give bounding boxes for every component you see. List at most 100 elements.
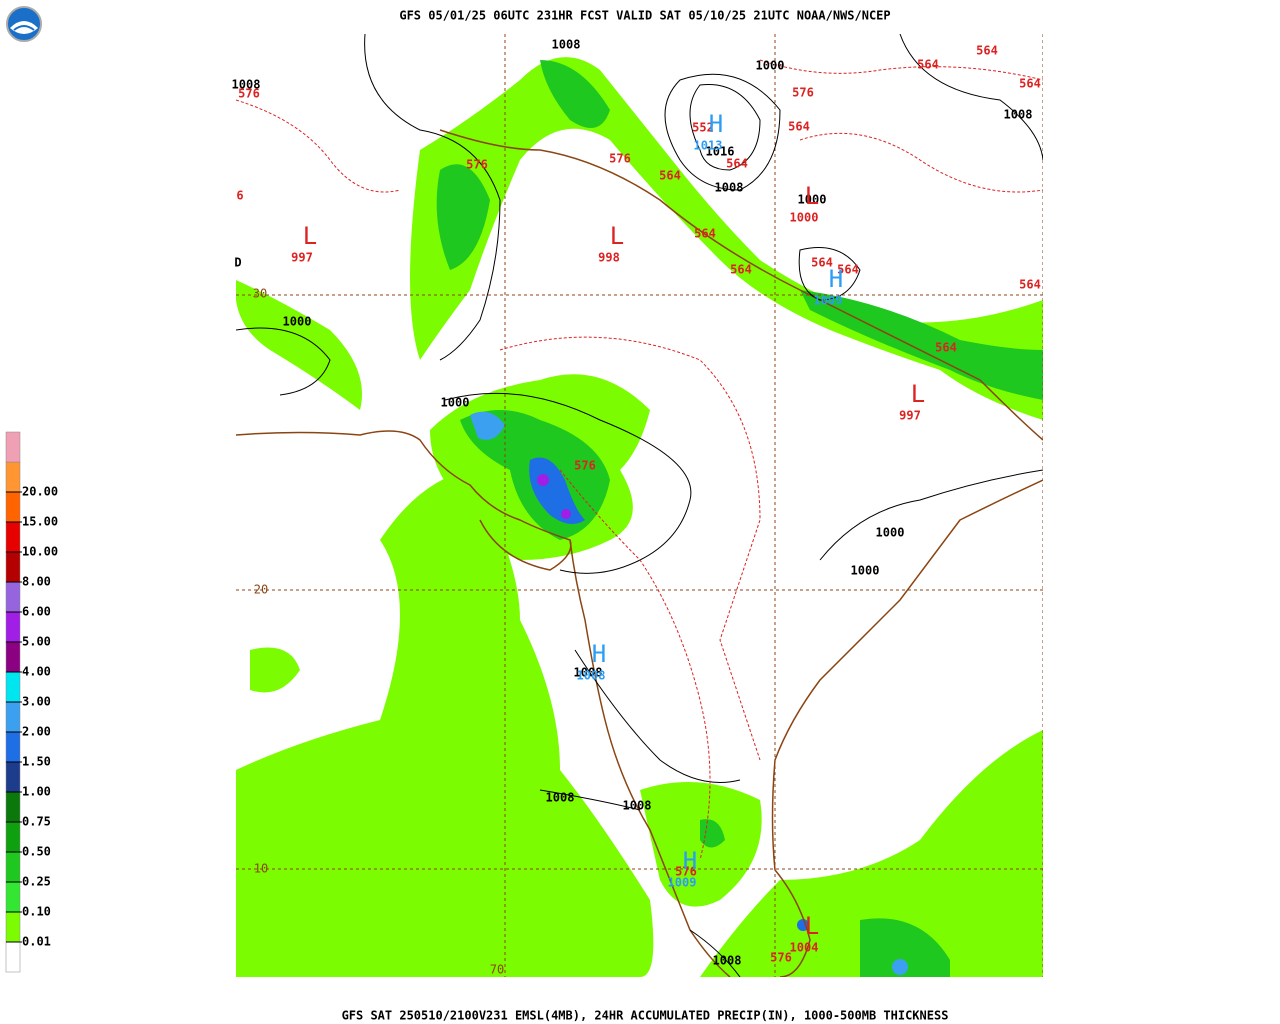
map	[236, 34, 1043, 977]
thickness-label: 576	[792, 86, 814, 100]
thickness-label: 564	[730, 263, 752, 277]
thickness-contours	[236, 59, 1043, 861]
legend-swatch	[5, 551, 21, 583]
center-symbol: L	[805, 912, 819, 940]
footer-caption: GFS SAT 250510/2100V231 EMSL(4MB), 24HR …	[342, 1009, 949, 1023]
legend-swatch	[5, 491, 21, 523]
legend-label: 0.01	[22, 935, 51, 949]
legend: 0.01 0.10 0.25 0.50 0.75 1.00 1.50 2.00 3.00 4.00…	[5, 431, 58, 973]
legend-label: 20.00	[22, 485, 58, 499]
center-symbol: L	[610, 222, 624, 250]
legend-swatch	[5, 461, 21, 493]
thickness-label: 564	[811, 256, 833, 270]
thickness-label: 564	[1019, 77, 1041, 91]
legend-label: 3.00	[22, 695, 51, 709]
isobars	[236, 34, 1043, 977]
thickness-label: 564	[726, 157, 748, 171]
thickness-label: 6	[236, 189, 243, 203]
thickness-label: 564	[917, 58, 939, 72]
thickness-label: 576	[574, 459, 596, 473]
center-value: 1009	[668, 876, 697, 890]
thickness-label: 552	[692, 121, 714, 135]
legend-label: 0.10	[22, 905, 51, 919]
thickness-label: 564	[659, 169, 681, 183]
center-symbol: H	[683, 847, 697, 875]
grid-label: 70	[490, 963, 504, 977]
pressure-label: 1008	[623, 799, 652, 813]
center-symbol: L	[303, 222, 317, 250]
legend-swatch	[5, 881, 21, 913]
legend-label: 0.25	[22, 875, 51, 889]
center-value: 997	[899, 409, 921, 423]
thickness-label: 564	[1019, 278, 1041, 292]
pressure-label: 1008	[713, 954, 742, 968]
precip-heavy	[436, 60, 1043, 977]
thickness-label: 576	[238, 87, 260, 101]
legend-swatch	[5, 851, 21, 883]
legend-label: 0.50	[22, 845, 51, 859]
grid-lines	[236, 34, 1043, 977]
pressure-label: 1000	[876, 526, 905, 540]
pressure-label: 1008	[232, 78, 261, 92]
pressure-label: 1016	[706, 145, 735, 159]
pressure-label: 1008	[552, 38, 581, 52]
pressure-label: D	[234, 256, 241, 270]
legend-label: 1.50	[22, 755, 51, 769]
legend-swatch	[5, 731, 21, 763]
legend-swatch	[5, 521, 21, 553]
legend-swatch	[5, 671, 21, 703]
legend-label: 6.00	[22, 605, 51, 619]
center-value: 1008	[577, 669, 606, 683]
noaa-logo	[6, 6, 42, 42]
thickness-label: 564	[935, 341, 957, 355]
legend-swatch	[5, 611, 21, 643]
grid-label: 10	[254, 862, 268, 876]
pressure-label: 1000	[283, 315, 312, 329]
legend-swatch	[5, 941, 21, 973]
center-symbol: L	[805, 182, 819, 210]
thickness-label: 576	[466, 158, 488, 172]
thickness-label: 576	[609, 152, 631, 166]
thickness-label: 564	[837, 263, 859, 277]
legend-label: 10.00	[22, 545, 58, 559]
legend-swatch	[5, 701, 21, 733]
center-value: 1004	[790, 941, 819, 955]
center-value: 998	[598, 251, 620, 265]
center-symbol: H	[829, 265, 843, 293]
pressure-label: 1008	[546, 791, 575, 805]
thickness-label: 564	[976, 44, 998, 58]
center-value: 1009	[814, 294, 843, 308]
legend-label: 4.00	[22, 665, 51, 679]
center-value: 1013	[694, 139, 723, 153]
legend-swatch	[5, 761, 21, 793]
center-symbol: H	[592, 640, 606, 668]
legend-swatch	[5, 911, 21, 943]
legend-label: 1.00	[22, 785, 51, 799]
legend-label: 5.00	[22, 635, 51, 649]
center-symbol: L	[911, 380, 925, 408]
legend-swatch	[5, 821, 21, 853]
legend-label: 15.00	[22, 515, 58, 529]
thickness-label: 564	[788, 120, 810, 134]
header-title: GFS 05/01/25 06UTC 231HR FCST VALID SAT …	[399, 9, 890, 23]
center-value: 997	[291, 251, 313, 265]
grid-label: 20	[254, 583, 268, 597]
pressure-label: 1008	[715, 181, 744, 195]
pressure-label: 1000	[798, 193, 827, 207]
legend-swatch	[5, 641, 21, 673]
legend-swatch	[5, 581, 21, 613]
pressure-label: 1000	[756, 59, 785, 73]
thickness-label: 576	[675, 865, 697, 879]
pressure-label: 1008	[1004, 108, 1033, 122]
thickness-label: 564	[694, 227, 716, 241]
pressure-label: 1008	[574, 666, 603, 680]
legend-swatch	[5, 431, 21, 463]
center-value: 1000	[790, 211, 819, 225]
pressure-label: 1000	[441, 396, 470, 410]
legend-label: 0.75	[22, 815, 51, 829]
map-labels: 1008 1000 1008 1008 1016 1008 1000 1000 1000 1000…	[232, 38, 1041, 977]
legend-swatch	[5, 791, 21, 823]
legend-label: 8.00	[22, 575, 51, 589]
coastline	[236, 129, 1043, 977]
